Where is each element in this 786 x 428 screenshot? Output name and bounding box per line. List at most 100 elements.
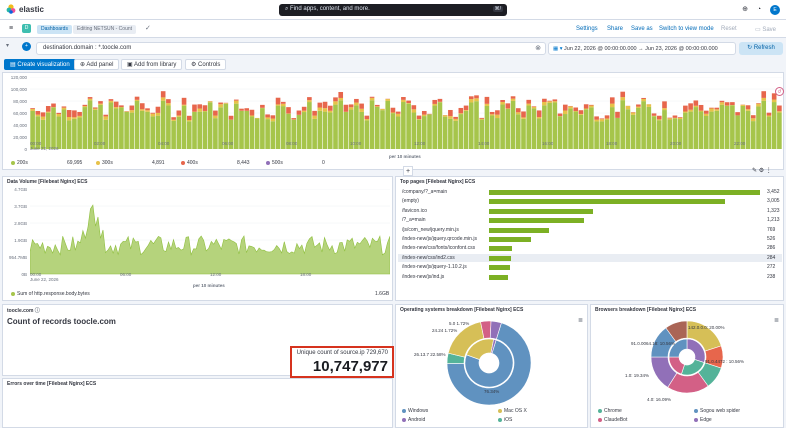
top-page-bar[interactable]: [489, 199, 725, 205]
bar-400s: [160, 91, 166, 98]
add-panel-button[interactable]: ⊕ Add panel: [74, 59, 120, 70]
bar-300s: [197, 108, 203, 112]
reset-link[interactable]: Reset: [721, 26, 737, 32]
bar-300s: [495, 114, 500, 119]
panel-actions[interactable]: ✎ ⚙ ⋮: [752, 167, 772, 174]
os-legend-item[interactable]: Android: [402, 417, 425, 423]
date-end[interactable]: Jun 23, 2026 @ 00:00:00.000: [645, 46, 718, 52]
notifications-icon[interactable]: ◔: [756, 6, 762, 13]
legend-item-400s[interactable]: 400s: [181, 160, 198, 166]
os-legend-item[interactable]: Windows: [402, 408, 428, 414]
bar-300s: [218, 104, 223, 108]
refresh-button[interactable]: ↻ Refresh: [739, 42, 783, 55]
add-panel-plus-icon[interactable]: +: [403, 166, 413, 176]
query-input[interactable]: destination.domain : *.toocle.com ⊗: [36, 42, 546, 55]
menu-icon[interactable]: ≡: [8, 25, 14, 32]
calendar-icon[interactable]: ▦ ▾: [553, 46, 565, 52]
filter-icon[interactable]: +: [22, 42, 31, 51]
top-page-value: 3,005: [767, 198, 780, 205]
date-start[interactable]: Jun 22, 2026 @ 00:00:00.000: [564, 46, 637, 52]
annotation-marker-icon[interactable]: ↺: [775, 87, 784, 96]
top-page-label: /index-new/js/jquery.qrcode.min.js: [402, 236, 477, 242]
query-menu-icon[interactable]: ▾: [6, 43, 10, 49]
share-link[interactable]: Share: [607, 26, 624, 32]
data-volume-chart[interactable]: [30, 189, 390, 277]
browser-legend-item[interactable]: Edge: [694, 417, 712, 423]
bar-400s: [113, 101, 119, 108]
arrow-right-icon: →: [638, 46, 646, 52]
legend-item-500s[interactable]: 500s: [266, 160, 283, 166]
top-chart-x-tick: 12:00: [414, 141, 426, 146]
info-icon[interactable]: ⓘ: [34, 308, 40, 314]
bar-400s: [134, 96, 140, 100]
bar-200s: [45, 112, 51, 149]
browsers-pie-chart[interactable]: [650, 320, 724, 394]
more-icon[interactable]: ⋮: [765, 168, 772, 174]
browser-legend-item[interactable]: Sogou web spider: [694, 408, 740, 414]
bar-200s: [155, 115, 161, 149]
browser-legend-item[interactable]: Chrome: [598, 408, 622, 414]
gear-icon[interactable]: ⚙: [758, 168, 765, 174]
bar-200s: [171, 120, 176, 149]
user-avatar[interactable]: E: [770, 5, 780, 15]
legend-item-300s[interactable]: 300s: [96, 160, 113, 166]
top-page-bar[interactable]: [489, 246, 512, 252]
bar-200s: [536, 118, 542, 149]
bar-400s: [139, 103, 145, 110]
top-page-value: 769: [767, 226, 776, 233]
bar-400s: [766, 112, 772, 116]
switch-view-mode-link[interactable]: Switch to view mode: [659, 26, 714, 32]
top-page-bar[interactable]: [489, 265, 511, 271]
status-codes-chart[interactable]: [30, 77, 782, 149]
bar-400s: [693, 100, 699, 106]
top-page-bar[interactable]: [489, 227, 550, 233]
bar-400s: [166, 99, 171, 104]
bar-400s: [260, 104, 265, 108]
edit-icon[interactable]: ✎: [752, 168, 758, 174]
os-pie-chart[interactable]: [446, 320, 532, 406]
save-as-link[interactable]: Save as: [631, 26, 653, 32]
controls-button[interactable]: ⚙ Controls: [185, 59, 227, 70]
settings-link[interactable]: Settings: [576, 26, 598, 32]
bar-200s: [61, 109, 67, 149]
data-volume-legend[interactable]: Sum of http.response.body.bytes: [11, 291, 90, 297]
top-page-bar[interactable]: [489, 274, 508, 280]
top-page-bar[interactable]: [489, 237, 531, 242]
bar-400s: [745, 105, 751, 110]
legend-toggle-icon[interactable]: ≣: [578, 318, 584, 324]
top-chart-xlabel: per 10 minutes: [389, 154, 421, 159]
bar-200s: [756, 106, 761, 149]
legend-item-200s[interactable]: 200s: [11, 160, 28, 166]
bar-400s: [333, 97, 338, 102]
add-from-library-button[interactable]: ▣ Add from library: [121, 59, 183, 70]
space-avatar[interactable]: D: [22, 24, 31, 33]
browser-legend-item[interactable]: ClaudeBot: [598, 417, 627, 423]
bar-200s: [223, 103, 229, 149]
top-page-bar[interactable]: [489, 255, 512, 261]
bar-400s: [87, 97, 93, 99]
breadcrumb-dashboards[interactable]: Dashboards: [37, 25, 72, 34]
top-chart-y-tick: 40,000: [13, 123, 27, 128]
bar-400s: [359, 103, 364, 109]
bar-200s: [369, 100, 375, 149]
top-page-bar[interactable]: [489, 190, 760, 195]
date-picker[interactable]: ▦ ▾ Jun 22, 2026 @ 00:00:00.000 → Jun 23…: [548, 42, 736, 55]
help-icon[interactable]: ⊕: [742, 6, 748, 13]
create-visualization-label: Create visualization: [17, 62, 70, 68]
save-button[interactable]: ▭ Save: [755, 26, 776, 33]
os-legend-item[interactable]: Mac OS X: [498, 408, 527, 414]
bar-300s: [683, 111, 688, 113]
legend-toggle-icon[interactable]: ≣: [774, 318, 780, 324]
elastic-logo[interactable]: elastic: [6, 4, 44, 14]
top-page-bar[interactable]: [489, 218, 585, 224]
clear-query-icon[interactable]: ⊗: [535, 45, 541, 52]
create-visualization-button[interactable]: ▤ Create visualization: [4, 59, 76, 70]
top-chart-x-tick: 10:00: [350, 141, 362, 146]
bar-400s: [291, 118, 297, 120]
top-page-bar[interactable]: [489, 208, 594, 214]
bar-200s: [317, 110, 323, 149]
global-search-input[interactable]: ⌕ Find apps, content, and more. ⌘/: [279, 4, 507, 16]
bar-200s: [500, 104, 505, 149]
top-chart-y-tick: 20,000: [13, 135, 27, 140]
os-legend-item[interactable]: iOS: [498, 417, 512, 423]
